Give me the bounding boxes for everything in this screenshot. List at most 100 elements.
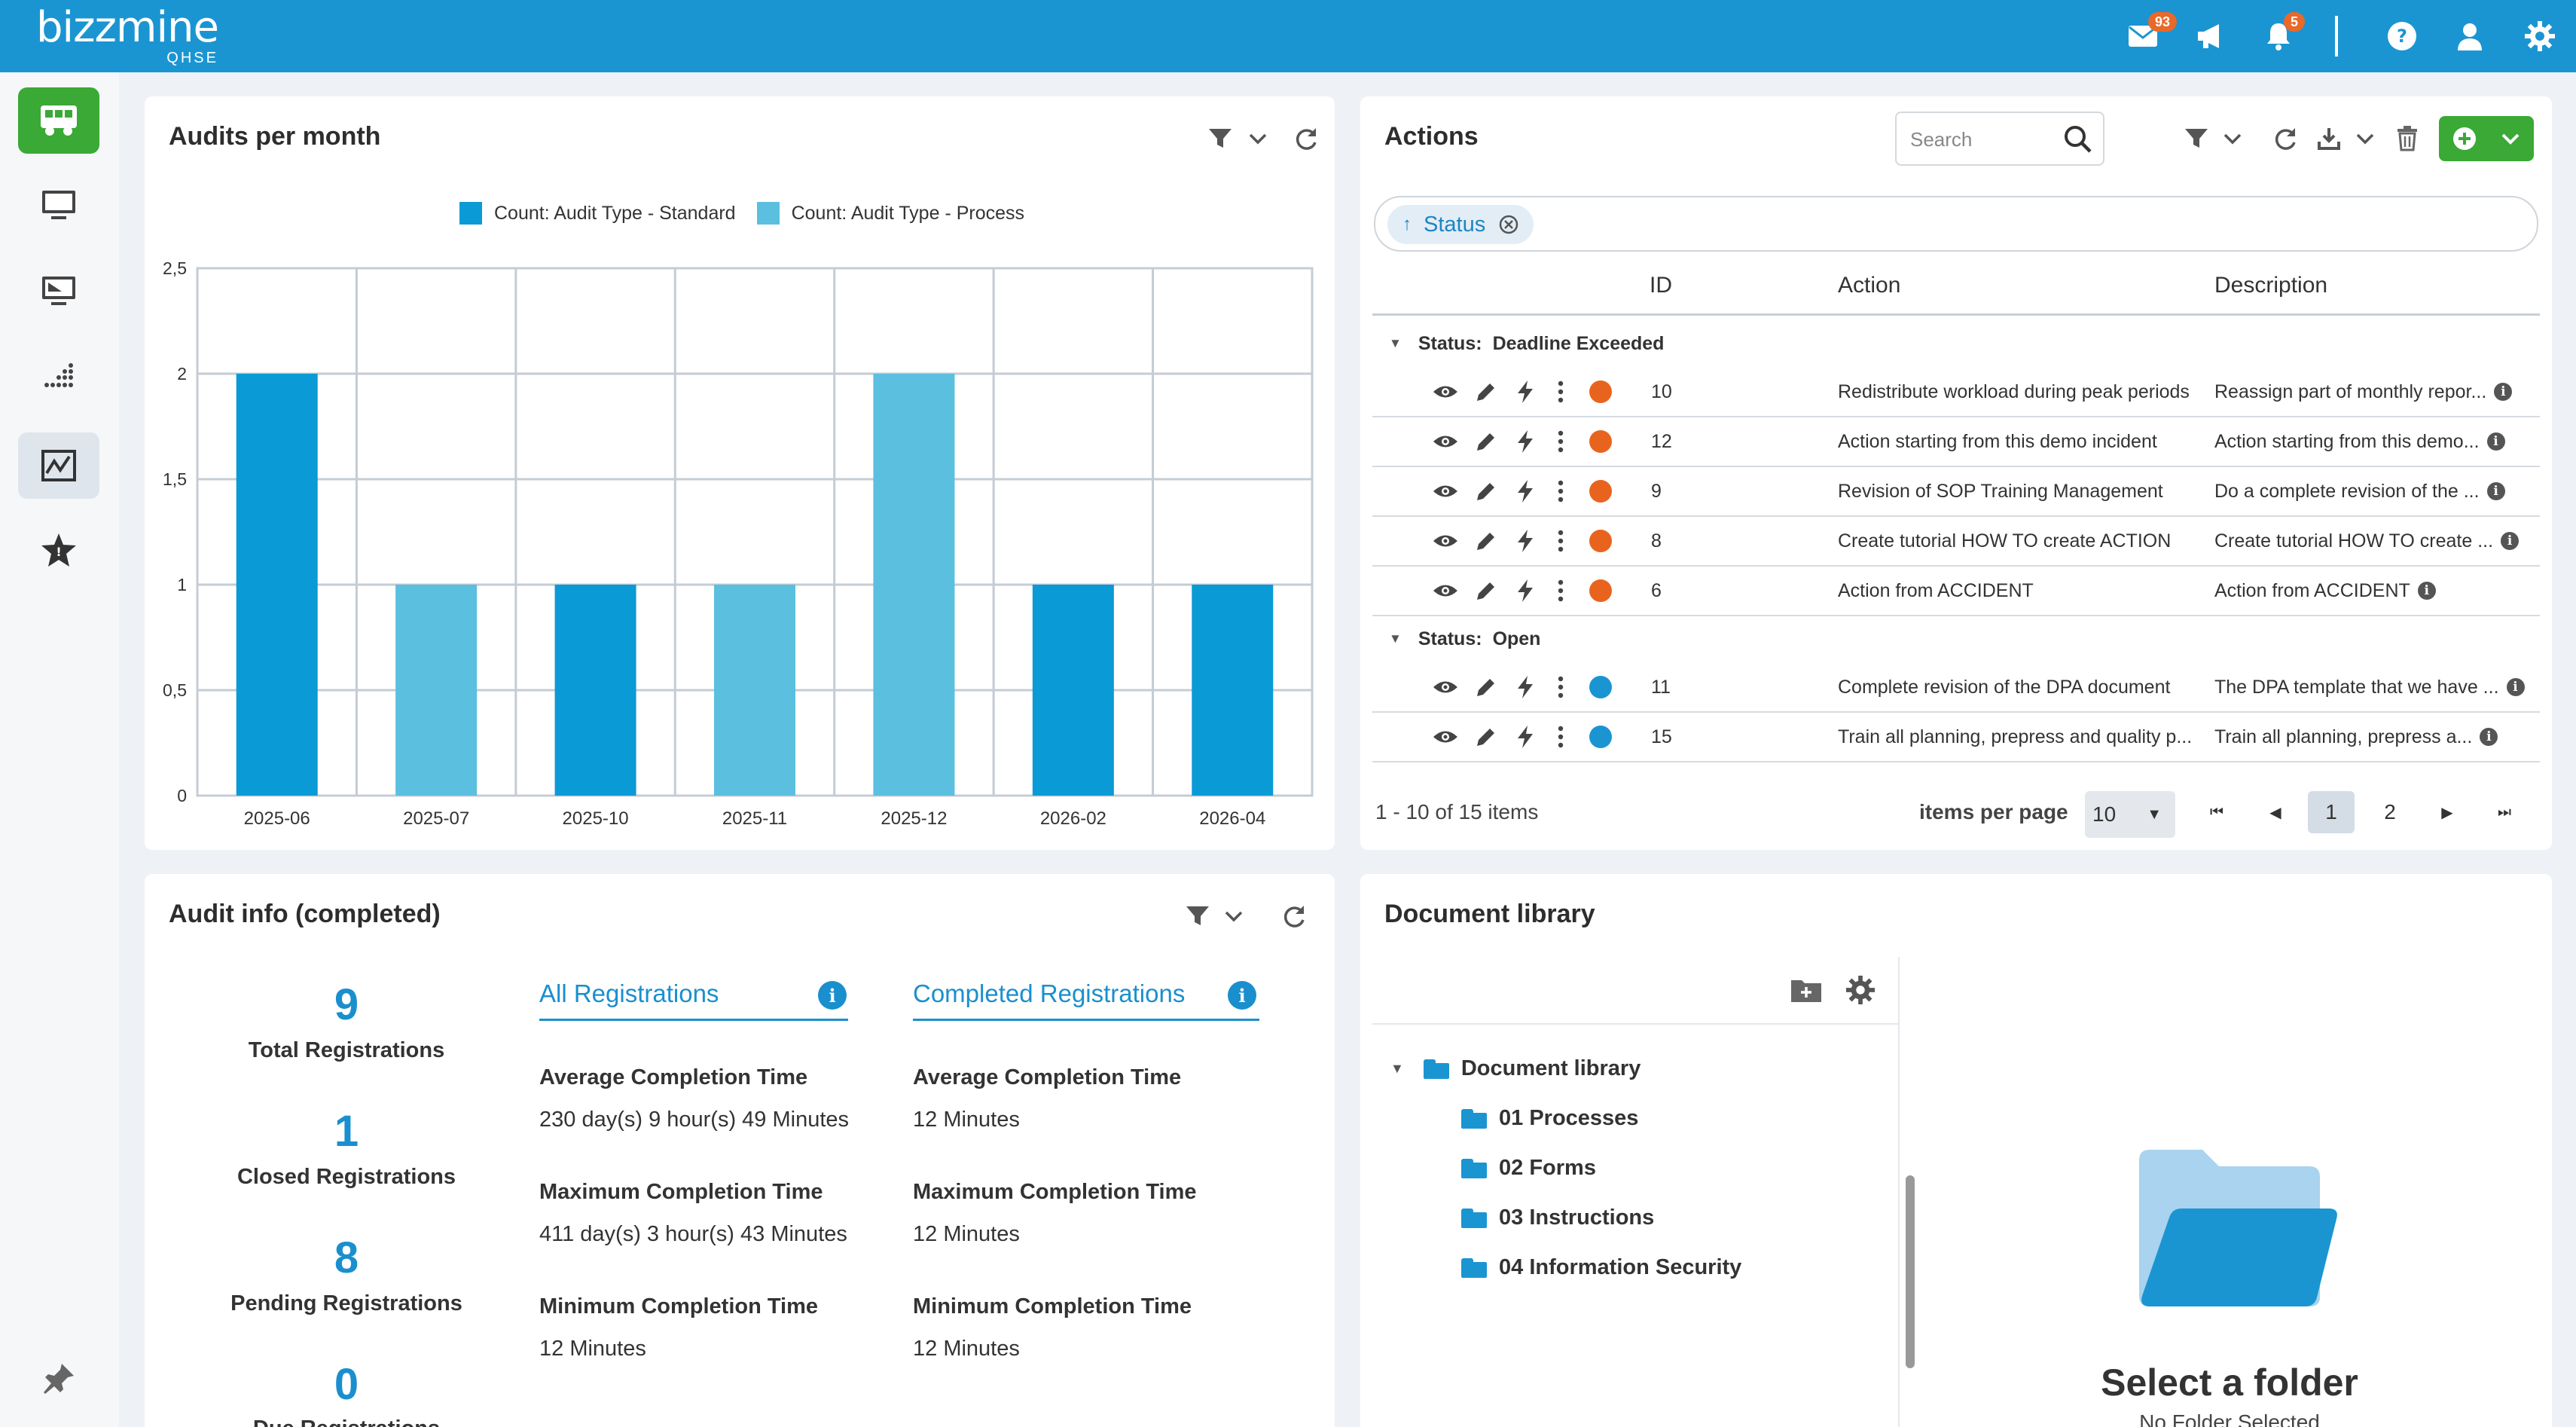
workflow-button[interactable] (1515, 663, 1546, 711)
announcements-button[interactable] (2177, 0, 2245, 72)
info-icon[interactable]: i (2501, 532, 2520, 550)
actions-filter-dropdown[interactable] (2214, 121, 2251, 157)
bar[interactable] (554, 585, 636, 796)
filter-chip-bar[interactable]: ↑ Status (1374, 196, 2538, 252)
edit-button[interactable] (1475, 368, 1505, 416)
view-button[interactable] (1433, 368, 1463, 416)
filter-dropdown[interactable] (1240, 121, 1276, 157)
view-button[interactable] (1433, 713, 1463, 761)
mail-button[interactable]: 93 (2109, 0, 2178, 72)
workflow-button[interactable] (1515, 467, 1546, 515)
view-button[interactable] (1433, 517, 1463, 565)
search-input[interactable]: Search (1895, 112, 2104, 166)
actions-filter-button[interactable] (2178, 121, 2214, 157)
library-settings-button[interactable] (1842, 972, 1879, 1008)
info-icon[interactable]: i (2506, 678, 2525, 696)
app-logo[interactable]: bizzmine QHSE (36, 5, 219, 67)
view-button[interactable] (1433, 567, 1463, 615)
tree-folder-instructions[interactable]: 03 Instructions (1461, 1205, 1654, 1230)
tree-folder-information-security[interactable]: 04 Information Security (1461, 1255, 1741, 1280)
caret-down-icon[interactable]: ▼ (1389, 631, 1402, 646)
more-options-button[interactable] (1558, 567, 1573, 615)
sidebar-item-reports[interactable] (18, 432, 99, 499)
sidebar-pin[interactable] (18, 1346, 99, 1412)
info-icon[interactable]: i (2417, 582, 2436, 600)
bar[interactable] (1192, 585, 1274, 796)
bar[interactable] (1032, 585, 1114, 796)
table-row[interactable]: 15 Train all planning, prepress and quali… (1372, 713, 2540, 762)
legend-item-process[interactable]: Count: Audit Type - Process (756, 202, 1024, 225)
sidebar-item-presentation[interactable] (18, 258, 99, 324)
bar[interactable] (873, 374, 955, 796)
more-options-button[interactable] (1558, 663, 1573, 711)
workflow-button[interactable] (1515, 517, 1546, 565)
sidebar-item-favorites[interactable]: ! (18, 517, 99, 583)
workflow-button[interactable] (1515, 567, 1546, 615)
cell-action[interactable]: Train all planning, prepress and quality… (1838, 726, 2193, 747)
help-button[interactable]: ? (2368, 0, 2436, 72)
bar[interactable] (236, 374, 318, 796)
first-page-button[interactable]: ⏮ (2193, 791, 2240, 833)
more-options-button[interactable] (1558, 417, 1573, 466)
completed-registrations-heading[interactable]: Completed Registrations (913, 979, 1186, 1007)
sidebar-item-dashboard[interactable] (18, 87, 99, 154)
caret-down-icon[interactable]: ▼ (1390, 1061, 1404, 1076)
info-icon[interactable]: i (2486, 482, 2505, 500)
col-header-description[interactable]: Description (2214, 273, 2328, 298)
info-icon[interactable]: i (2494, 383, 2513, 401)
next-page-button[interactable]: ▶ (2424, 791, 2471, 833)
more-options-button[interactable] (1558, 467, 1573, 515)
table-row[interactable]: 10 Redistribute workload during peak peri… (1372, 368, 2540, 417)
more-options-button[interactable] (1558, 713, 1573, 761)
legend-item-standard[interactable]: Count: Audit Type - Standard (459, 202, 736, 225)
cell-action[interactable]: Revision of SOP Training Management (1838, 480, 2163, 502)
actions-refresh-button[interactable] (2267, 121, 2303, 157)
refresh-button[interactable] (1288, 121, 1324, 157)
new-folder-button[interactable] (1788, 972, 1824, 1008)
completed-registrations-info-icon[interactable]: i (1228, 981, 1256, 1010)
table-row[interactable]: 8 Create tutorial HOW TO create ACTION Cre… (1372, 517, 2540, 567)
caret-down-icon[interactable]: ▼ (1389, 336, 1402, 350)
col-header-id[interactable]: ID (1650, 273, 1672, 298)
cell-action[interactable]: Complete revision of the DPA document (1838, 676, 2171, 698)
group-row[interactable]: ▼ Status: Deadline Exceeded (1372, 321, 2540, 366)
filter-button[interactable] (1202, 121, 1238, 157)
info-icon[interactable]: i (2480, 728, 2498, 746)
last-page-button[interactable]: ⏭ (2481, 791, 2528, 833)
export-dropdown[interactable] (2347, 121, 2383, 157)
edit-button[interactable] (1475, 467, 1505, 515)
tree-folder-forms[interactable]: 02 Forms (1461, 1156, 1596, 1181)
edit-button[interactable] (1475, 663, 1505, 711)
edit-button[interactable] (1475, 517, 1505, 565)
cell-action[interactable]: Action starting from this demo incident (1838, 430, 2157, 452)
sidebar-item-monitor[interactable] (18, 172, 99, 238)
table-row[interactable]: 6 Action from ACCIDENT Action from ACCIDEN… (1372, 567, 2540, 616)
cell-action[interactable]: Redistribute workload during peak period… (1838, 380, 2190, 402)
more-options-button[interactable] (1558, 368, 1573, 416)
cell-action[interactable]: Create tutorial HOW TO create ACTION (1838, 530, 2172, 552)
group-row[interactable]: ▼ Status: Open (1372, 616, 2540, 662)
workflow-button[interactable] (1515, 368, 1546, 416)
workflow-button[interactable] (1515, 713, 1546, 761)
view-button[interactable] (1433, 417, 1463, 466)
settings-button[interactable] (2504, 0, 2576, 72)
prev-page-button[interactable]: ◀ (2252, 791, 2299, 833)
cell-action[interactable]: Action from ACCIDENT (1838, 579, 2034, 601)
chevron-down-icon[interactable] (2501, 133, 2520, 146)
table-row[interactable]: 9 Revision of SOP Training Management Do a… (1372, 467, 2540, 517)
per-page-select[interactable]: 10 ▼ (2085, 791, 2175, 838)
export-button[interactable] (2311, 121, 2347, 157)
all-registrations-info-icon[interactable]: i (818, 981, 847, 1010)
page-button-2[interactable]: 2 (2367, 791, 2413, 833)
tree-root-document-library[interactable]: ▼ Document library (1390, 1056, 1641, 1081)
user-button[interactable] (2436, 0, 2504, 72)
notifications-button[interactable]: 5 (2245, 0, 2312, 72)
audit-info-filter-dropdown[interactable] (1216, 898, 1252, 934)
bar[interactable] (395, 585, 478, 796)
edit-button[interactable] (1475, 713, 1505, 761)
audit-info-filter-button[interactable] (1180, 898, 1216, 934)
remove-chip-icon[interactable] (1499, 215, 1518, 234)
info-icon[interactable]: i (2486, 432, 2505, 451)
tree-scrollbar[interactable] (1906, 1175, 1915, 1368)
tree-folder-processes[interactable]: 01 Processes (1461, 1106, 1638, 1131)
